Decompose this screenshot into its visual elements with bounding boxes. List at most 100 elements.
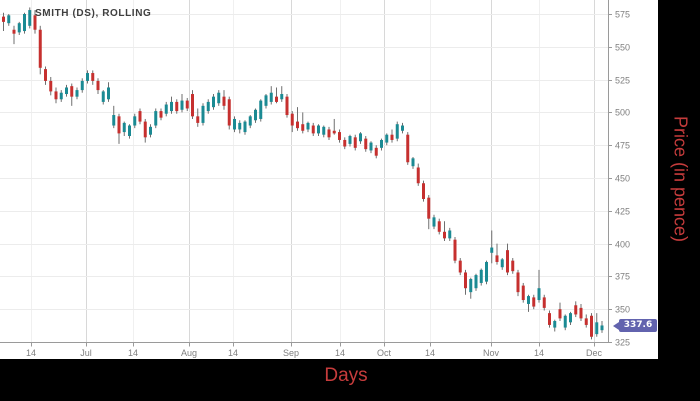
candle-body xyxy=(96,80,100,91)
candle-body xyxy=(385,134,389,143)
candle-body xyxy=(374,147,378,156)
candle-body xyxy=(12,29,16,34)
candle-body xyxy=(49,80,53,92)
candle-body xyxy=(453,239,457,261)
candle-body xyxy=(322,126,326,135)
candle-body xyxy=(269,92,273,102)
candle-body xyxy=(448,230,452,239)
candle-body xyxy=(117,116,121,134)
candle-body xyxy=(91,73,95,81)
candle-body xyxy=(369,142,373,151)
candle-body xyxy=(59,92,63,100)
candle-body xyxy=(122,122,126,133)
candle-body xyxy=(23,14,26,32)
candle-body xyxy=(411,158,415,167)
candle-body xyxy=(485,261,488,282)
candle-body xyxy=(301,124,305,131)
candle-body xyxy=(338,132,341,140)
candle-body xyxy=(264,95,268,106)
candle-body xyxy=(432,217,436,227)
candle-body xyxy=(479,269,483,283)
candle-body xyxy=(390,134,394,140)
candle-body xyxy=(317,125,320,134)
x-tick-label: 14 xyxy=(534,348,544,358)
candle-body xyxy=(285,96,289,116)
y-axis-title: Price (in pence) xyxy=(663,0,697,359)
candle-body xyxy=(469,279,473,293)
x-tick-label: Aug xyxy=(181,348,197,358)
candle-body xyxy=(280,94,284,100)
candle-body xyxy=(311,125,315,134)
candle-body xyxy=(474,275,478,289)
candle-body xyxy=(558,309,562,319)
x-tick-label: Sep xyxy=(283,348,299,358)
candle-body xyxy=(259,100,263,119)
candle-body xyxy=(600,325,604,331)
candle-body xyxy=(380,139,383,148)
candle-body xyxy=(332,130,336,134)
candle-body xyxy=(527,296,530,304)
y-tick-label: 425 xyxy=(615,207,630,217)
candle-body xyxy=(516,272,520,293)
candle-body xyxy=(406,134,410,163)
plot-area: 575 550 525 500 475 450 425 400 375 350 325 14 Jul 14… xyxy=(0,0,630,358)
y-tick-label: 375 xyxy=(615,272,630,282)
candle-body xyxy=(563,315,567,328)
candle-body xyxy=(44,69,47,81)
candle-body xyxy=(506,250,509,273)
candle-body xyxy=(217,92,221,104)
candle-body xyxy=(553,321,557,328)
candle-body xyxy=(248,116,252,126)
y-tick-label: 550 xyxy=(615,43,630,53)
candle-body xyxy=(443,231,446,239)
candle-body xyxy=(238,122,242,130)
candle-body xyxy=(17,23,21,33)
candle-body xyxy=(511,260,515,272)
candle-body xyxy=(275,96,278,102)
candle-body xyxy=(170,101,173,112)
candle-body xyxy=(233,118,236,130)
y-tick-label: 450 xyxy=(615,174,630,184)
x-tick-label: Dec xyxy=(586,348,603,358)
candle-body xyxy=(437,221,441,232)
candle-body xyxy=(590,315,593,337)
y-tick-label: 400 xyxy=(615,240,630,250)
candle-body xyxy=(65,87,68,95)
candle-body xyxy=(227,99,231,126)
candle-body xyxy=(164,104,168,114)
candle-body xyxy=(222,96,226,106)
candle-body xyxy=(33,15,37,30)
candle-body xyxy=(348,136,352,144)
y-axis-title-text: Price (in pence) xyxy=(670,116,691,243)
candle-body xyxy=(75,90,79,97)
candle-body xyxy=(343,139,347,147)
last-price-badge: 337.6 xyxy=(613,319,657,332)
candle-body xyxy=(359,133,362,142)
y-tick-label: 350 xyxy=(615,305,630,315)
candle-body xyxy=(243,121,247,133)
candle-body xyxy=(2,16,5,22)
candle-body xyxy=(70,86,74,97)
candle-body xyxy=(54,91,58,100)
candle-body xyxy=(537,288,541,301)
x-tick-label: 14 xyxy=(26,348,36,358)
x-axis-title: Days xyxy=(324,365,368,386)
candle-body xyxy=(149,126,152,135)
x-tick-label: Nov xyxy=(483,348,500,358)
candle-body xyxy=(290,113,294,126)
candle-body xyxy=(422,183,425,199)
x-tick-label: 14 xyxy=(335,348,345,358)
candle-body xyxy=(464,272,467,289)
y-tick-label: 325 xyxy=(615,338,630,348)
candle-body xyxy=(296,121,299,129)
candle-body xyxy=(427,197,431,219)
candle-body xyxy=(185,100,189,109)
candle-body xyxy=(7,15,11,24)
candle-body xyxy=(201,105,205,123)
candle-body xyxy=(458,260,462,273)
candle-body xyxy=(495,255,499,262)
y-tick-label: 475 xyxy=(615,141,630,151)
candle-body xyxy=(521,285,525,301)
candle-body xyxy=(86,73,89,81)
